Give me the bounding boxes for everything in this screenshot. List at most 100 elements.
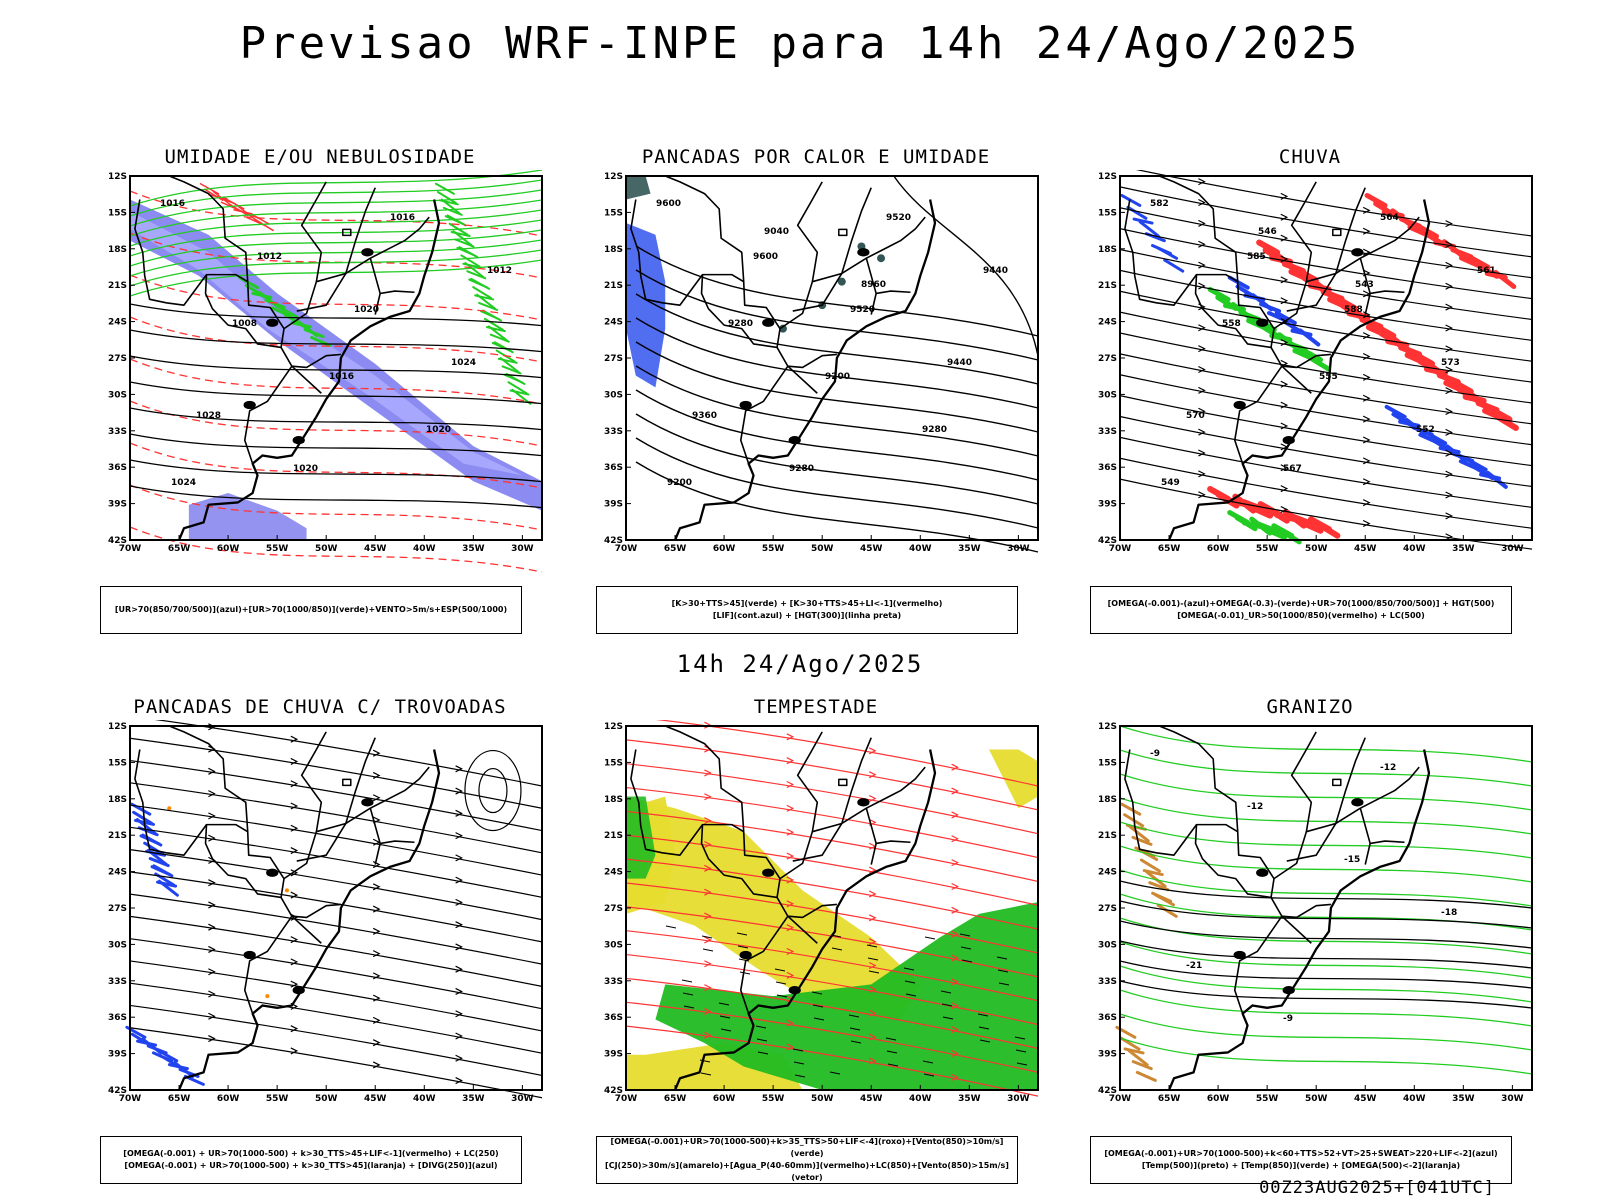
wind-vector xyxy=(1015,1049,1027,1053)
lat-tick-label: 15S xyxy=(1098,758,1117,768)
arrowhead xyxy=(868,866,877,874)
lat-tick-label: 36S xyxy=(604,1013,623,1023)
wind-vector xyxy=(868,970,880,974)
arrowhead xyxy=(372,994,381,1002)
arrowhead xyxy=(372,950,381,958)
thickness-contour xyxy=(129,316,543,363)
lat-tick-label: 18S xyxy=(1098,795,1117,805)
map-frame xyxy=(1119,725,1533,1091)
wind-vector xyxy=(681,979,693,983)
lon-tick-label: 50W xyxy=(811,1094,834,1104)
lake-shape xyxy=(762,318,775,327)
panel-title: TEMPESTADE xyxy=(753,696,879,718)
isobar xyxy=(129,329,543,353)
rain-blue xyxy=(1425,431,1448,446)
border-line xyxy=(1364,293,1371,315)
lat-tick-label: 15S xyxy=(604,758,623,768)
border-line xyxy=(291,353,341,369)
arrowhead xyxy=(1280,213,1289,221)
arrowhead xyxy=(1280,359,1289,367)
humidity-green xyxy=(487,325,508,342)
omega-orange xyxy=(1128,825,1150,843)
lat-tick-label: 27S xyxy=(108,904,127,914)
divergence-blue xyxy=(143,841,165,856)
arrowhead xyxy=(951,906,959,914)
isobar xyxy=(129,381,543,405)
streamline-red xyxy=(655,720,1039,787)
lake-shape xyxy=(1282,986,1295,995)
streamline xyxy=(129,871,543,943)
humidity-green xyxy=(505,372,526,385)
border-line xyxy=(1335,766,1420,825)
humidity-green xyxy=(493,341,514,354)
contour-label: 543 xyxy=(1355,280,1374,290)
lon-tick-label: 65W xyxy=(168,544,191,554)
arrowhead xyxy=(868,794,877,803)
rain-green xyxy=(1300,347,1324,363)
lat-tick-label: 24S xyxy=(604,318,623,328)
contour-label: 9520 xyxy=(850,305,875,315)
middle-title: 14h 24/Ago/2025 xyxy=(676,650,924,678)
contour-label: 9520 xyxy=(886,213,911,223)
lat-tick-label: 12S xyxy=(108,722,127,732)
jet-yellow xyxy=(988,749,1038,809)
wind-vector xyxy=(977,1013,989,1017)
arrowhead xyxy=(455,809,463,817)
coastline xyxy=(673,199,937,541)
lat-tick-label: 21S xyxy=(604,831,623,841)
border-line xyxy=(841,216,926,275)
divergence-blue xyxy=(148,857,170,868)
lon-tick-label: 50W xyxy=(811,544,834,554)
border-line xyxy=(787,903,837,919)
arrowhead xyxy=(1198,282,1206,290)
arrowhead xyxy=(455,832,463,840)
arrowhead xyxy=(951,859,959,867)
border-line xyxy=(865,257,911,295)
arrowhead xyxy=(290,980,299,988)
arrowhead xyxy=(290,1047,299,1055)
lon-tick-label: 55W xyxy=(1256,1094,1279,1104)
lat-tick-label: 30S xyxy=(1098,940,1117,950)
instability-orange xyxy=(284,888,289,893)
arrowhead xyxy=(786,900,795,908)
arrowhead xyxy=(1280,192,1289,200)
streamline xyxy=(1119,207,1533,279)
temp850-green xyxy=(1119,989,1533,1027)
lat-tick-label: 21S xyxy=(1098,281,1117,291)
humidity-green xyxy=(511,388,532,405)
humidity-green xyxy=(446,214,467,227)
lon-tick-label: 70W xyxy=(1109,1094,1132,1104)
humidity-green xyxy=(470,277,491,290)
lat-tick-label: 42S xyxy=(604,1086,623,1096)
arrowhead xyxy=(951,787,959,795)
panel-trovoadas: PANCADAS DE CHUVA C/ TROVOADAS 12S 15S 18S… xyxy=(90,696,550,1196)
arrowhead xyxy=(1280,297,1289,305)
red-contour xyxy=(250,213,270,225)
wind-vector xyxy=(757,1051,769,1055)
arrowhead xyxy=(951,1049,959,1058)
contour-label: 9280 xyxy=(728,319,753,329)
lon-tick-label: 45W xyxy=(860,544,883,554)
arrowhead xyxy=(455,854,463,862)
humidity-green xyxy=(466,270,487,280)
contour-label: 567 xyxy=(1283,464,1302,474)
lon-tick-label: 35W xyxy=(958,544,981,554)
border-line xyxy=(792,273,843,312)
wind-vector xyxy=(961,959,973,963)
isobar xyxy=(129,355,543,379)
lat-tick-label: 33S xyxy=(1098,977,1117,987)
lake-shape xyxy=(1233,950,1246,960)
lon-tick-label: 30W xyxy=(1007,544,1030,554)
lake-shape xyxy=(1233,400,1246,410)
lake-shape xyxy=(739,950,752,960)
legend-line: [Temp(500)](preto) + [Temp(850)](verde) … xyxy=(1141,1161,1461,1170)
wind-vector xyxy=(1016,1062,1028,1066)
arrowhead xyxy=(951,1026,959,1034)
arrowhead xyxy=(1445,261,1453,269)
streamline-red xyxy=(625,763,1039,835)
arrowhead xyxy=(868,1057,877,1065)
temp850-green xyxy=(1119,821,1533,859)
lon-tick-label: 60W xyxy=(217,544,240,554)
lon-tick-label: 45W xyxy=(860,1094,883,1104)
border-line xyxy=(204,273,282,349)
